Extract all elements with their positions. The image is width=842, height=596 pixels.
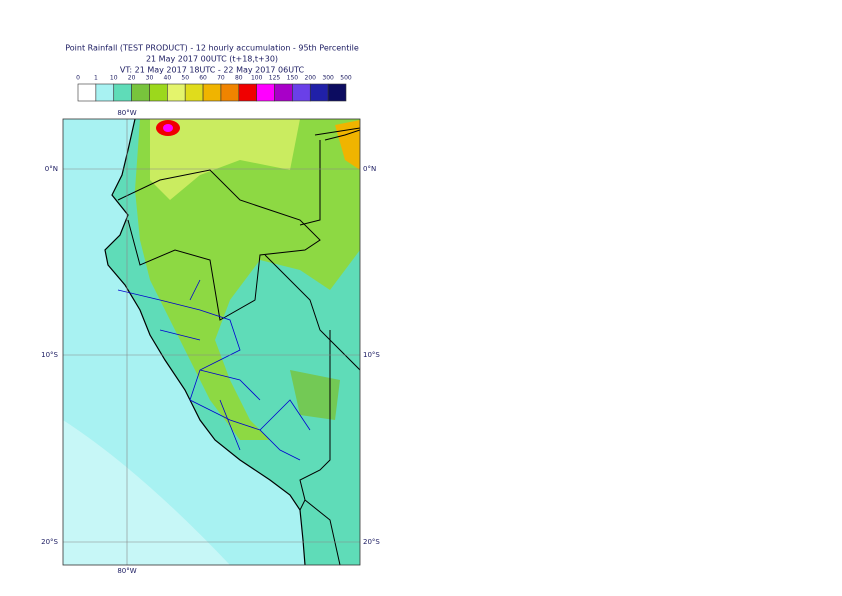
rain-max bbox=[163, 124, 173, 132]
lat-label: 0°N bbox=[363, 165, 376, 173]
legend-swatch bbox=[309, 83, 329, 102]
legend-level: 150 bbox=[287, 75, 299, 82]
legend-level: 50 bbox=[181, 75, 189, 82]
map-frame bbox=[62, 118, 361, 566]
legend-swatch bbox=[95, 83, 115, 102]
legend-level: 100 bbox=[251, 75, 263, 82]
legend-swatch bbox=[238, 83, 257, 102]
legend-level: 80 bbox=[235, 75, 243, 82]
legend-swatch bbox=[220, 83, 240, 102]
legend-swatch bbox=[274, 83, 293, 102]
country-border bbox=[117, 127, 360, 565]
lat-label: 10°S bbox=[41, 351, 58, 359]
rain-area bbox=[150, 119, 300, 200]
legend-level: 125 bbox=[269, 75, 281, 82]
legend: 0 1 10 20 30 40 50 60 70 80 100 125 150 200 300 500 bbox=[76, 75, 352, 102]
legend-swatch bbox=[292, 83, 311, 102]
coastline bbox=[104, 119, 306, 565]
legend-swatch bbox=[327, 83, 347, 102]
legend-level: 30 bbox=[146, 75, 154, 82]
lon-label: 80°W bbox=[117, 567, 136, 575]
title-line: 21 May 2017 00UTC (t+18,t+30) bbox=[146, 55, 278, 64]
legend-level: 60 bbox=[199, 75, 207, 82]
legend-level: 0 bbox=[76, 75, 80, 82]
title-line: VT: 21 May 2017 18UTC - 22 May 2017 06UT… bbox=[120, 66, 305, 75]
legend-level: 300 bbox=[322, 75, 334, 82]
rain-area bbox=[135, 119, 360, 440]
ocean-light bbox=[63, 420, 230, 565]
rain-area bbox=[290, 370, 340, 420]
legend-swatch bbox=[256, 83, 275, 102]
legend-swatch bbox=[149, 83, 168, 102]
legend-swatch bbox=[77, 83, 97, 102]
map bbox=[63, 119, 360, 565]
legend-swatch bbox=[167, 83, 186, 102]
legend-level: 500 bbox=[340, 75, 352, 82]
lat-label: 10°S bbox=[363, 351, 380, 359]
legend-swatch bbox=[184, 83, 204, 102]
lat-label: 20°S bbox=[41, 538, 58, 546]
lat-label: 20°S bbox=[363, 538, 380, 546]
legend-swatch bbox=[131, 83, 150, 102]
region-border bbox=[117, 279, 311, 461]
title-line: Point Rainfall (TEST PRODUCT) - 12 hourl… bbox=[65, 44, 359, 53]
legend-level: 20 bbox=[128, 75, 136, 82]
lon-label: 80°W bbox=[117, 109, 136, 117]
legend-level: 10 bbox=[110, 75, 118, 82]
legend-swatch bbox=[202, 83, 222, 102]
legend-level: 1 bbox=[94, 75, 98, 82]
legend-level: 70 bbox=[217, 75, 225, 82]
legend-swatch bbox=[113, 83, 132, 102]
legend-level: 200 bbox=[305, 75, 317, 82]
legend-level: 40 bbox=[164, 75, 172, 82]
lat-label: 0°N bbox=[45, 165, 58, 173]
